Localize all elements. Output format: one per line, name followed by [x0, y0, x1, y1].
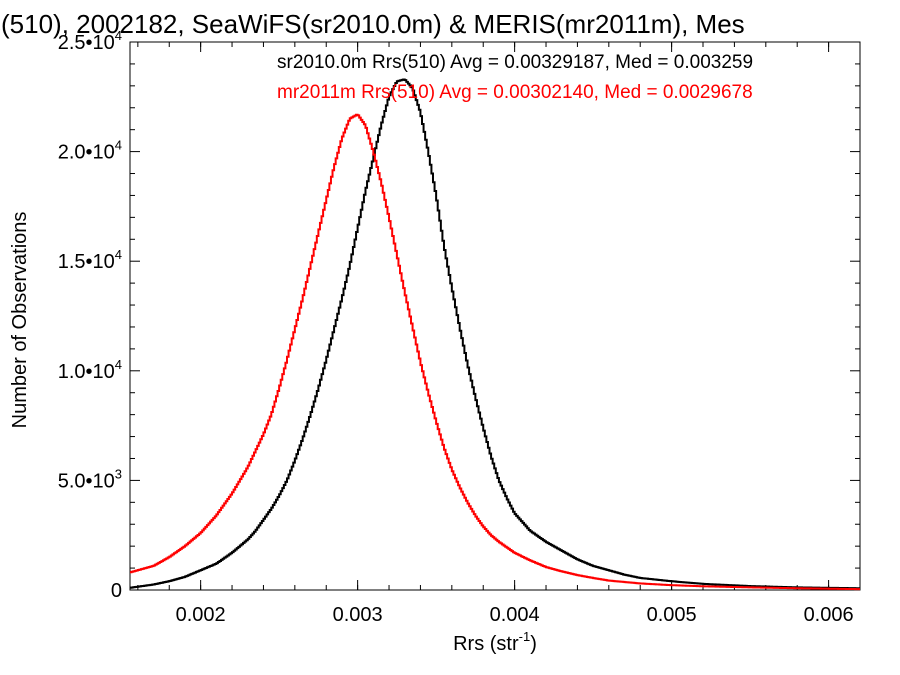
plot-frame: [129, 41, 861, 591]
y-tick-label: 0: [111, 580, 122, 602]
series-layer: [130, 78, 860, 591]
series-line-black: [130, 78, 860, 590]
chart-title: s(510), 2002182, SeaWiFS(sr2010.0m) & ME…: [0, 9, 745, 39]
legend-entry-black: sr2010.0m Rrs(510) Avg = 0.00329187, Med…: [277, 52, 753, 73]
x-axis-label-close: ): [530, 633, 537, 655]
legend-entry-red: mr2011m Rrs(510) Avg = 0.00302140, Med =…: [277, 82, 753, 103]
legend: sr2010.0m Rrs(510) Avg = 0.00329187, Med…: [277, 52, 753, 103]
x-axis-label: Rrs (str-1): [453, 629, 537, 655]
x-axis-label-text: Rrs (str: [453, 633, 519, 655]
x-axis-label-superscript: -1: [519, 629, 531, 644]
y-axis: 0 5.0•103 1.0•104 1.5•104 2.0•104 2.5•104: [58, 28, 860, 602]
series-line-red: [130, 113, 860, 591]
x-tick-label: 0.002: [176, 604, 226, 626]
y-tick-label: 2.0•104: [58, 138, 122, 164]
x-tick-label: 0.004: [490, 604, 540, 626]
y-axis-label: Number of Observations: [9, 212, 31, 429]
y-tick-label: 2.5•104: [58, 28, 122, 54]
x-tick-label: 0.003: [333, 604, 383, 626]
x-tick-label: 0.006: [804, 604, 854, 626]
y-tick-label: 1.0•104: [58, 357, 122, 383]
y-tick-label: 1.5•104: [58, 247, 122, 273]
x-axis: 0.002 0.003 0.004 0.005 0.006: [137, 42, 861, 626]
y-tick-label: 5.0•103: [58, 466, 122, 492]
x-tick-label: 0.005: [647, 604, 697, 626]
